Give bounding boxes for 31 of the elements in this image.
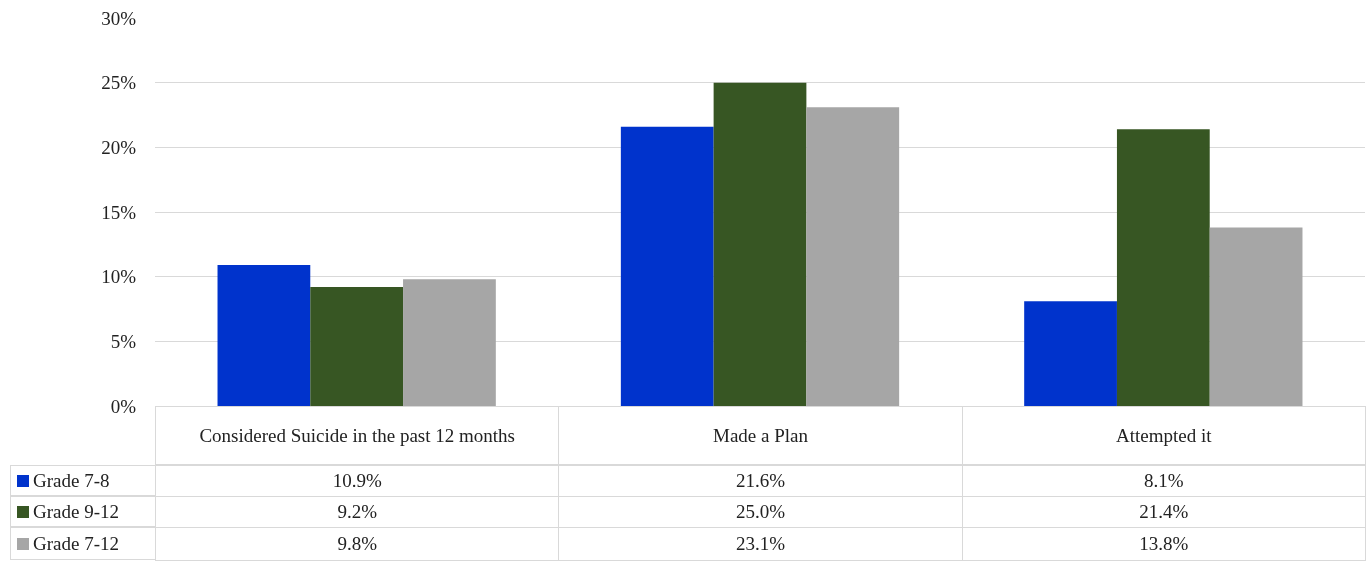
data-label: 13.8%: [1139, 533, 1189, 555]
bar: [620, 126, 714, 406]
bar: [1116, 129, 1210, 406]
y-tick-label: 30%: [101, 7, 137, 29]
y-tick-label: 25%: [101, 72, 137, 94]
bar: [1024, 301, 1117, 406]
x-tick-label: Attempted it: [1116, 424, 1212, 447]
y-tick-label: 5%: [110, 330, 137, 352]
legend-label: Grade 7-12: [33, 532, 119, 555]
data-label: 23.1%: [735, 533, 786, 555]
y-tick-label: 0%: [110, 395, 137, 417]
bar: [403, 279, 496, 406]
data-label: 9.8%: [337, 533, 377, 555]
x-tick-label: Considered Suicide in the past 12 months: [199, 424, 515, 447]
y-tick-label: 15%: [101, 201, 137, 223]
bar: [310, 287, 404, 406]
data-label: 21.6%: [735, 470, 786, 492]
legend-label: Grade 7-8: [33, 469, 110, 492]
y-tick-label: 20%: [101, 136, 137, 158]
y-tick-label: 10%: [101, 266, 137, 288]
bar: [806, 107, 900, 406]
data-label: 21.4%: [1139, 501, 1189, 523]
bar: [1209, 227, 1303, 406]
data-label: 25.0%: [735, 501, 786, 523]
data-label: 10.9%: [332, 470, 382, 492]
bar: [713, 82, 807, 406]
data-label: 8.1%: [1144, 470, 1184, 492]
data-label: 9.2%: [337, 501, 377, 523]
bar: [217, 265, 311, 406]
x-tick-label: Made a Plan: [713, 424, 808, 447]
legend-label: Grade 9-12: [33, 500, 119, 523]
